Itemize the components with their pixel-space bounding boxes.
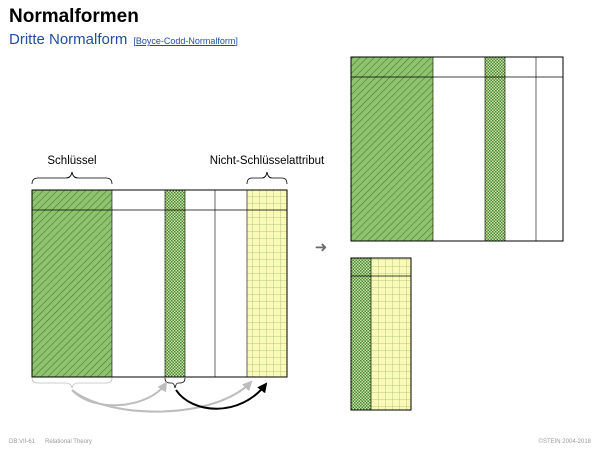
slide-title: Normalformen — [9, 6, 139, 27]
nonkey-label: Nicht-Schlüsselattribut — [210, 155, 325, 167]
footer-copyright: ©STEIN 2004-2018 — [538, 439, 591, 445]
dependency-arrow-key-to-determinant — [71, 381, 168, 407]
reference-link-text: Boyce-Codd-Normalform — [135, 36, 236, 46]
footer-left: DB:VII-61 Relational Theory — [9, 439, 92, 445]
key-bottom-brace — [31, 377, 113, 389]
result-table-dependency — [350, 257, 412, 411]
decomposition-arrow-icon: ➜ — [315, 238, 328, 256]
result-dependent-column — [485, 57, 505, 241]
result-key-column — [351, 57, 433, 241]
nonkey-brace — [246, 171, 288, 185]
key-label: Schlüssel — [47, 155, 96, 167]
reference-link[interactable]: [Boyce-Codd-Normalform] — [133, 36, 238, 46]
key-column — [32, 190, 112, 377]
dependency-arrow-key-to-nonkey — [71, 380, 253, 413]
result2-nonkey-column — [371, 258, 411, 410]
nonkey-attribute-column — [247, 190, 287, 377]
slide-subtitle: Dritte Normalform [Boyce-Codd-Normalform] — [9, 31, 238, 48]
determinant-bottom-brace — [164, 377, 186, 389]
subtitle-text: Dritte Normalform — [9, 31, 128, 48]
footer-section: Relational Theory — [45, 439, 92, 445]
dependency-arrow-determinant-to-nonkey — [175, 382, 268, 410]
source-table — [31, 189, 288, 378]
result2-determinant-column — [351, 258, 371, 410]
dependent-attribute-column — [165, 190, 185, 377]
key-brace — [31, 171, 113, 185]
result-table-main — [350, 56, 564, 242]
footer-code: DB:VII-61 — [9, 439, 36, 445]
